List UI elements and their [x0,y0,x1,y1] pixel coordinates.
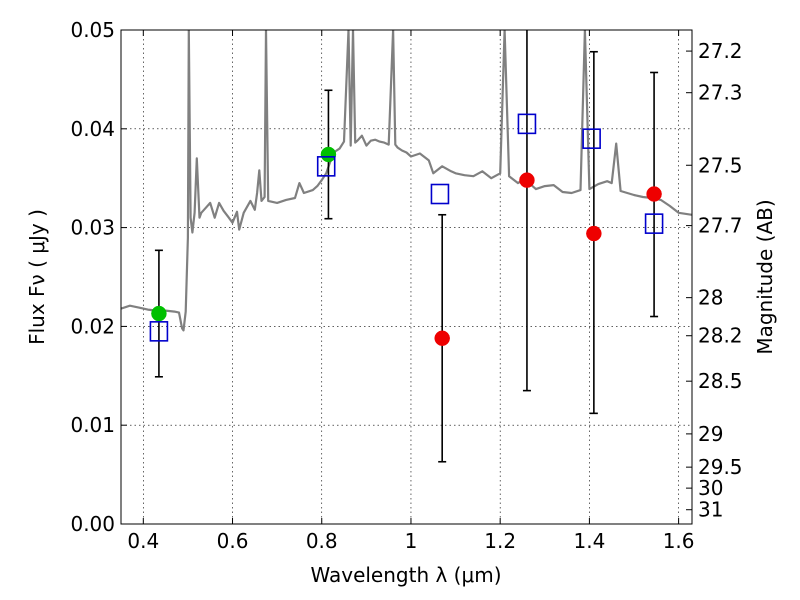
magnitude-tick-label: 31 [698,498,723,522]
x-axis-label: Wavelength λ (μm) [310,563,501,587]
magnitude-tick-label: 29 [698,422,723,446]
observed-flux-point [586,225,602,242]
x-tick-label: 0.8 [306,529,338,553]
x-tick-label: 1.6 [663,529,695,553]
grid [121,30,692,524]
model-flux-square [316,156,336,177]
magnitude-tick-label: 28.5 [698,369,743,393]
x-tick-label: 1.4 [573,529,605,553]
y-tick-label: 0.02 [70,314,115,338]
y-tick-label: 0.00 [70,512,115,536]
y-tick-label: 0.03 [70,216,115,240]
y-tick-label: 0.04 [70,117,115,141]
magnitude-tick-label: 28.2 [698,324,743,348]
model-flux-square [517,113,537,135]
magnitude-tick-label: 27.3 [698,81,743,105]
ticks: 0.4 0.6 0.8 1 1.2 1.4 1.6 0.00 0.01 0.02 0.03 0.04 0… [70,18,742,553]
data-area [121,30,692,332]
model-flux-square [644,213,664,234]
x-tick-label: 0.4 [127,529,159,553]
y2-axis-label: Magnitude (AB) [753,199,777,354]
y-axis-label: Flux Fν ( μJy ) [25,209,49,345]
magnitude-tick-label: 29.5 [698,455,743,479]
observed-flux-point [320,146,337,163]
y-tick-label: 0.01 [70,413,115,437]
magnitude-tick-label: 27.7 [698,214,743,238]
x-tick-label: 1.2 [484,529,516,553]
observed-flux-point [151,305,167,322]
plot-frame [120,29,693,525]
model-flux-square [149,321,169,342]
y-tick-label: 0.05 [70,18,115,42]
model-spectrum-line [121,30,692,332]
x-tick-label: 1 [405,529,418,553]
plot-background [121,30,692,524]
model-flux-square [582,128,601,149]
magnitude-tick-label: 28 [698,286,723,310]
x-tick-label: 0.6 [217,529,249,553]
magnitude-tick-label: 30 [698,476,723,500]
markers [149,113,664,347]
observed-flux-point [434,330,450,347]
model-flux-square [430,183,450,205]
observed-flux-point [646,186,662,202]
magnitude-tick-label: 27.2 [698,39,743,63]
magnitude-tick-label: 27.5 [698,153,743,177]
observed-flux-point [519,172,535,188]
